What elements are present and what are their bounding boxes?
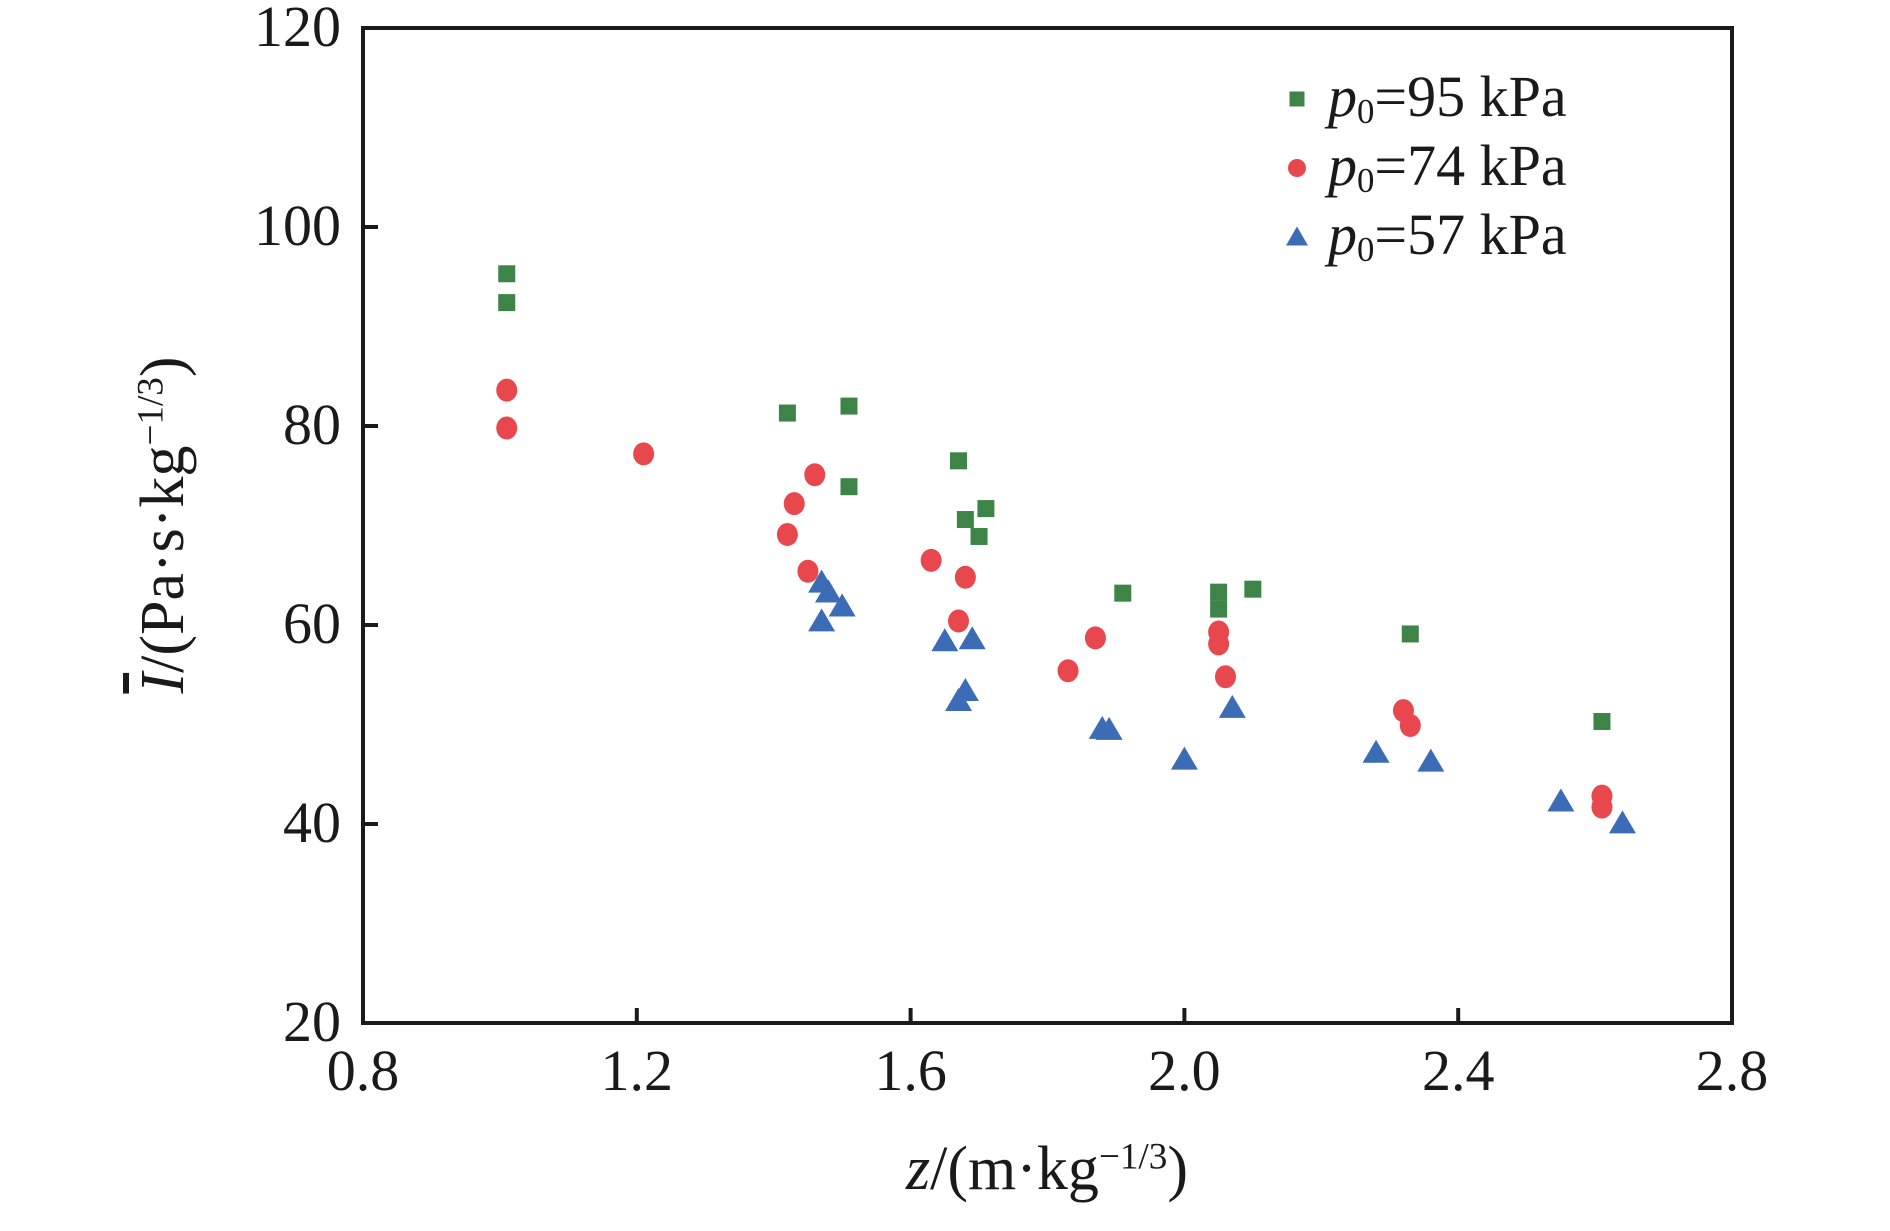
data-point-square — [840, 397, 858, 415]
y-tick-label: 60 — [283, 590, 341, 656]
data-point-circle — [783, 492, 805, 516]
y-tick-label: 100 — [254, 192, 341, 258]
triangle-marker-icon — [1286, 226, 1308, 246]
data-point-square — [970, 527, 988, 545]
legend-item-57kpa: p0=57 kPa — [1280, 202, 1567, 271]
x-tick-label: 2.0 — [1148, 1038, 1221, 1103]
data-point-circle — [920, 548, 942, 572]
data-point-square — [840, 478, 858, 496]
data-point-square — [1210, 583, 1228, 601]
data-point-triangle — [1286, 226, 1308, 246]
data-point-circle — [496, 416, 518, 440]
data-point-square — [498, 294, 516, 312]
data-point-circle — [804, 463, 826, 487]
data-point-square — [1210, 600, 1228, 618]
data-point-circle — [1208, 632, 1230, 656]
data-point-triangle — [945, 687, 973, 711]
data-point-square — [1244, 580, 1262, 598]
legend-label: p0=74 kPa — [1328, 132, 1567, 200]
x-axis-variable: z — [905, 1135, 931, 1203]
data-point-circle — [633, 442, 655, 466]
legend-label: p0=95 kPa — [1328, 63, 1567, 131]
y-tick-label: 80 — [283, 391, 341, 457]
data-point-triangle — [814, 579, 842, 603]
y-tick-label: 40 — [283, 789, 341, 855]
x-axis-title: z/(m·kg−1/3) — [905, 1135, 1189, 1203]
data-point-circle — [496, 378, 518, 402]
y-tick-label: 20 — [283, 988, 341, 1054]
x-axis-exponent: −1/3 — [1098, 1136, 1168, 1178]
data-point-triangle — [828, 593, 856, 617]
x-tick-label: 1.2 — [600, 1038, 674, 1103]
plot-border — [361, 26, 1734, 1025]
data-point-circle — [1214, 665, 1236, 689]
data-point-circle — [948, 609, 970, 633]
data-point-square — [1593, 713, 1611, 731]
series-95kpa — [498, 265, 1611, 731]
y-axis-title: I/(Pa·s·kg−1/3) — [129, 356, 197, 694]
data-point-square — [977, 500, 995, 518]
x-tick-label: 2.4 — [1421, 1038, 1495, 1103]
data-point-triangle — [1095, 716, 1123, 740]
data-point-square — [498, 265, 516, 283]
data-point-triangle — [1608, 810, 1636, 834]
series-74kpa — [496, 378, 1613, 819]
data-point-triangle — [1218, 694, 1246, 718]
data-point-triangle — [808, 608, 836, 632]
legend-label: p0=57 kPa — [1328, 201, 1567, 269]
x-tick-label: 1.6 — [874, 1038, 947, 1103]
x-tick-label: 2.8 — [1695, 1038, 1769, 1103]
data-point-triangle — [1170, 746, 1198, 770]
data-point-square — [950, 452, 968, 470]
data-point-circle — [776, 522, 798, 546]
data-point-square — [1114, 584, 1132, 602]
legend: p0=95 kPa p0=74 kPa p0=57 kPa — [1280, 64, 1567, 271]
data-point-circle — [1288, 158, 1306, 177]
data-point-triangle — [931, 628, 959, 652]
data-point-circle — [1399, 713, 1421, 737]
legend-item-95kpa: p0=95 kPa — [1280, 64, 1567, 133]
y-axis-variable: I — [129, 672, 197, 694]
data-point-triangle — [958, 626, 986, 650]
data-point-square — [1289, 91, 1305, 106]
series-57kpa — [808, 569, 1636, 834]
data-point-circle — [954, 565, 976, 589]
square-marker-icon — [1289, 91, 1305, 106]
data-point-circle — [1057, 659, 1079, 683]
legend-item-74kpa: p0=74 kPa — [1280, 133, 1567, 202]
data-point-circle — [797, 559, 819, 583]
data-point-square — [778, 404, 796, 422]
data-point-square — [956, 511, 974, 529]
data-point-triangle — [1417, 748, 1445, 772]
circle-marker-icon — [1288, 158, 1306, 177]
data-point-circle — [1084, 626, 1106, 650]
y-tick-label: 120 — [254, 0, 341, 59]
x-tick-label: 0.8 — [326, 1038, 400, 1103]
data-point-circle — [1591, 795, 1613, 819]
data-point-square — [1401, 625, 1419, 643]
y-axis-exponent: −1/3 — [130, 377, 172, 446]
data-point-triangle — [1362, 739, 1390, 763]
data-point-triangle — [1547, 788, 1575, 812]
